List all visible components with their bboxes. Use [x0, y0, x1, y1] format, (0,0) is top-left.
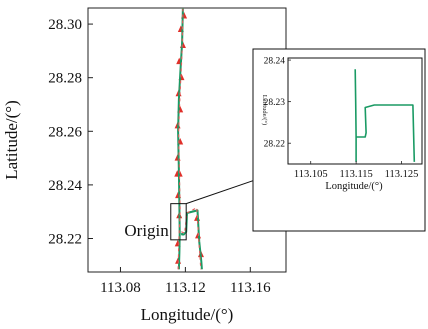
trajectory-line-0 — [177, 7, 184, 270]
main-y-axis-label: Latitude/(°) — [2, 100, 21, 180]
main-x-tick-label: 113.08 — [100, 280, 141, 296]
inset-plot: 113.105 113.115 113.125 28.22 28.23 28.24 Lon… — [252, 48, 426, 232]
reference-track-line-2 — [177, 7, 184, 270]
inset-x-axis-label: Longitude/(°) — [325, 181, 383, 192]
trajectory-line-1 — [180, 209, 203, 270]
main-y-tick-label: 28.26 — [48, 124, 82, 140]
inset-trajectory-line-0 — [354, 69, 357, 162]
main-series-layer — [177, 7, 203, 270]
main-y-tick-label: 28.30 — [48, 17, 82, 33]
origin-box — [170, 203, 187, 241]
inset-y-tick-label: 28.23 — [264, 98, 286, 108]
main-y-tick-label: 28.22 — [48, 231, 82, 247]
main-y-tick-label: 28.24 — [48, 178, 82, 194]
main-plot: 113.08 113.12 113.16 28.22 28.24 28.26 28.28 28… — [2, 7, 291, 324]
main-x-tick-label: 113.12 — [165, 280, 206, 296]
inset-y-tick-label: 28.22 — [264, 140, 286, 150]
inset-y-axis-label: Latitude/(°) — [261, 95, 268, 125]
inset-x-tick-label: 113.105 — [294, 169, 328, 180]
origin-label: Origin — [124, 221, 169, 240]
main-x-tick-label: 113.16 — [230, 280, 271, 296]
inset-background — [252, 48, 426, 232]
inset-ticks-layer: 113.105 113.115 113.125 28.22 28.23 28.24 — [264, 57, 419, 180]
reference-track-line-3 — [181, 207, 202, 270]
inset-series-layer — [354, 69, 416, 162]
inset-x-tick-label: 113.115 — [339, 169, 372, 180]
main-x-axis-label: Longitude/(°) — [141, 305, 234, 324]
inset-plot-frame — [287, 57, 423, 165]
inset-x-tick-label: 113.125 — [385, 169, 419, 180]
inset-y-tick-label: 28.24 — [264, 57, 286, 67]
main-ticks-layer: 113.08 113.12 113.16 28.22 28.24 28.26 28.28 28… — [48, 17, 271, 296]
inset-trajectory-line-1 — [356, 104, 416, 162]
main-y-tick-label: 28.28 — [48, 71, 82, 87]
